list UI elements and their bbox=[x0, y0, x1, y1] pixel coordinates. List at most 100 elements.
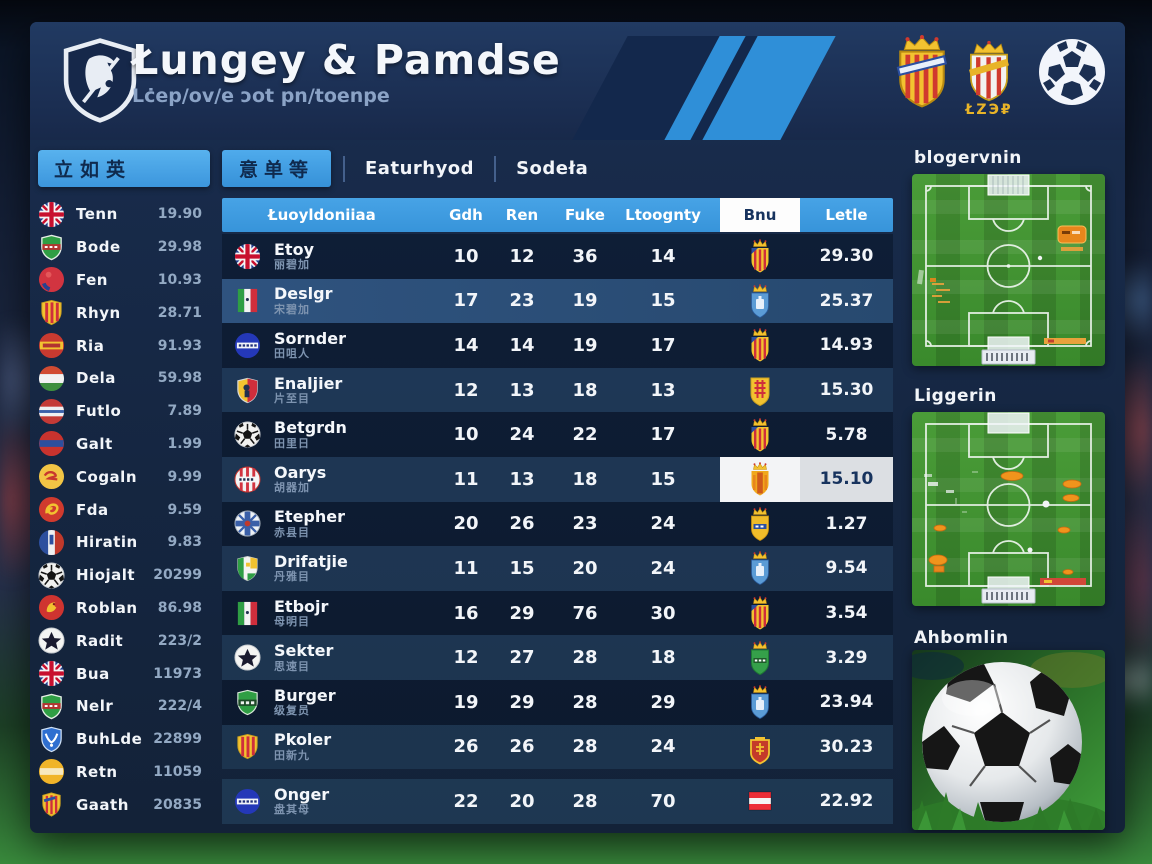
table-row[interactable]: Etbojr 母明目 16 29 76 30 3.54 bbox=[222, 590, 893, 636]
club-icon bbox=[234, 466, 261, 493]
sidebar-item[interactable]: Gaath 20835 bbox=[38, 788, 210, 821]
shield-yellow-red-icon bbox=[234, 377, 261, 404]
sidebar-item[interactable]: Retn 11059 bbox=[38, 756, 210, 789]
sidebar-item[interactable]: Hiojalt 20299 bbox=[38, 559, 210, 592]
table-row[interactable]: Drifatjie 丹雅目 11 15 20 24 9.54 bbox=[222, 546, 893, 591]
sidebar-item[interactable]: Bode 29.98 bbox=[38, 231, 210, 264]
sidebar-item-label: Radit bbox=[76, 631, 124, 650]
tab-third[interactable]: Sodeła bbox=[516, 158, 589, 179]
page-subtitle: Lċep/ov/e ɔot pn/toenpe bbox=[132, 85, 390, 108]
sidebar-item-label: Retn bbox=[76, 762, 118, 781]
table-row[interactable]: Enaljier 片至目 12 13 18 13 15.30 bbox=[222, 367, 893, 413]
table-row[interactable]: Betgrdn 田里日 10 24 22 17 5.78 bbox=[222, 412, 893, 457]
atletico-icon bbox=[745, 327, 775, 363]
stat-2: 27 bbox=[509, 647, 535, 669]
sidebar-item[interactable]: Ria 91.93 bbox=[38, 329, 210, 362]
table-row[interactable]: Deslgr 宋碧加 17 23 19 15 25.37 bbox=[222, 278, 893, 324]
column-header-team[interactable]: Łuoyldoniiaa bbox=[268, 206, 376, 224]
table-row[interactable]: Onger 盘其母 22 20 28 70 22.92 bbox=[222, 779, 893, 824]
stat-1: 14 bbox=[453, 334, 479, 356]
atletico-icon bbox=[745, 238, 775, 274]
team-name: Betgrdn bbox=[274, 418, 347, 438]
column-header-2[interactable]: Ren bbox=[505, 206, 539, 224]
team-name: Sornder bbox=[274, 328, 346, 348]
sidebar-item-label: Dela bbox=[76, 369, 116, 388]
stat-2: 26 bbox=[509, 736, 535, 758]
soccer-ball-photo bbox=[912, 650, 1105, 830]
column-header-value[interactable]: Letle bbox=[825, 206, 868, 224]
sidebar-item[interactable]: Cogaln 9.99 bbox=[38, 460, 210, 493]
table-header: Łuoyldoniiaa Gdh Ren Fuke Ltoognty Bnu L… bbox=[222, 198, 893, 232]
sidebar-item-label: Cogaln bbox=[76, 467, 137, 486]
right-panel: blogervnin bbox=[912, 22, 1105, 833]
sidebar-item[interactable]: BuhLde 22899 bbox=[38, 723, 210, 756]
pitch-diagram-2 bbox=[912, 412, 1105, 606]
yellow-cross-icon bbox=[745, 372, 775, 408]
yellow-icon bbox=[745, 506, 775, 542]
column-header-3[interactable]: Fuke bbox=[565, 206, 605, 224]
table-row[interactable]: Sornder 田咀人 14 14 19 17 14.93 bbox=[222, 323, 893, 368]
blue-circle-icon bbox=[234, 788, 261, 815]
row-value: 3.54 bbox=[825, 603, 868, 624]
tab-active[interactable]: 意单等 bbox=[222, 150, 332, 187]
sidebar-item[interactable]: Radit 223/2 bbox=[38, 624, 210, 657]
table-row[interactable]: Oarys 胡器加 11 13 18 15 15.10 bbox=[222, 456, 893, 502]
blue-shield-icon bbox=[38, 726, 65, 753]
column-header-crest[interactable]: Bnu bbox=[720, 198, 800, 232]
sidebar-item-value: 91.93 bbox=[157, 337, 202, 354]
stat-2: 29 bbox=[509, 691, 535, 713]
yellow-mark-icon bbox=[38, 463, 65, 490]
austria-icon bbox=[745, 783, 775, 819]
tab-second[interactable]: Eaturhyod bbox=[365, 158, 475, 179]
row-value: 9.54 bbox=[825, 558, 868, 579]
team-sublabel: 宋碧加 bbox=[274, 302, 310, 316]
team-name: Enaljier bbox=[274, 373, 343, 393]
sidebar-item-label: BuhLde bbox=[76, 730, 143, 749]
app-logo-shield-icon bbox=[56, 36, 144, 124]
blue-icon bbox=[745, 684, 775, 720]
column-header-1[interactable]: Gdh bbox=[449, 206, 483, 224]
sidebar-item-label: Nelr bbox=[76, 697, 114, 716]
sidebar-item[interactable]: Roblan 86.98 bbox=[38, 592, 210, 625]
table-row[interactable]: Burger 级复员 19 29 28 29 23.94 bbox=[222, 679, 893, 725]
sidebar-header-button[interactable]: 立如英 bbox=[38, 150, 210, 187]
table-row[interactable]: Sekter 思速目 12 27 28 18 3.29 bbox=[222, 635, 893, 680]
sidebar-item-label: Rhyn bbox=[76, 303, 121, 322]
sidebar-item-value: 9.99 bbox=[167, 468, 202, 485]
table-row[interactable]: Pkoler 田新九 26 26 28 24 30.23 bbox=[222, 724, 893, 770]
sidebar-item[interactable]: Hiratin 9.83 bbox=[38, 526, 210, 559]
team-sublabel: 赤县目 bbox=[274, 525, 310, 539]
sidebar-item-label: Futlo bbox=[76, 402, 122, 421]
sidebar-item[interactable]: Tenn 19.90 bbox=[38, 198, 210, 231]
stat-1: 19 bbox=[453, 691, 479, 713]
sidebar-item[interactable]: Galt 1.99 bbox=[38, 428, 210, 461]
team-sublabel: 田里日 bbox=[274, 436, 310, 450]
sidebar-item-label: Roblan bbox=[76, 598, 138, 617]
stat-2: 15 bbox=[509, 557, 535, 579]
stat-1: 26 bbox=[453, 736, 479, 758]
tab-bar: 意单等 Eaturhyod Sodeła bbox=[222, 150, 893, 187]
sidebar-item[interactable]: Fda 9.59 bbox=[38, 493, 210, 526]
table-row[interactable]: Etoy 丽碧加 10 12 36 14 29.30 bbox=[222, 234, 893, 279]
team-sublabel: 级复员 bbox=[274, 704, 310, 718]
sidebar-item[interactable]: Dela 59.98 bbox=[38, 362, 210, 395]
sidebar-item[interactable]: Nelr 222/4 bbox=[38, 690, 210, 723]
stat-2: 23 bbox=[509, 290, 535, 312]
table-row[interactable]: Etepher 赤县目 20 26 23 24 1.27 bbox=[222, 501, 893, 547]
shield-green-icon bbox=[38, 693, 65, 720]
sidebar-item[interactable]: Futlo 7.89 bbox=[38, 395, 210, 428]
sidebar-item-label: Hiojalt bbox=[76, 566, 136, 585]
tab-separator bbox=[494, 155, 497, 182]
cross-circle-icon bbox=[234, 510, 261, 537]
sidebar-item[interactable]: Rhyn 28.71 bbox=[38, 296, 210, 329]
column-header-4[interactable]: Ltoognty bbox=[625, 206, 701, 224]
orange-icon bbox=[745, 461, 775, 497]
badge-caption: ŁZЭ₽ bbox=[965, 102, 1013, 118]
panel1-title: blogervnin bbox=[914, 148, 1022, 168]
stat-2: 24 bbox=[509, 424, 535, 446]
stat-4: 70 bbox=[650, 790, 676, 812]
stat-3: 19 bbox=[572, 334, 598, 356]
stat-3: 28 bbox=[572, 736, 598, 758]
sidebar-item[interactable]: Bua 11973 bbox=[38, 657, 210, 690]
sidebar-item[interactable]: Fen 10.93 bbox=[38, 264, 210, 297]
